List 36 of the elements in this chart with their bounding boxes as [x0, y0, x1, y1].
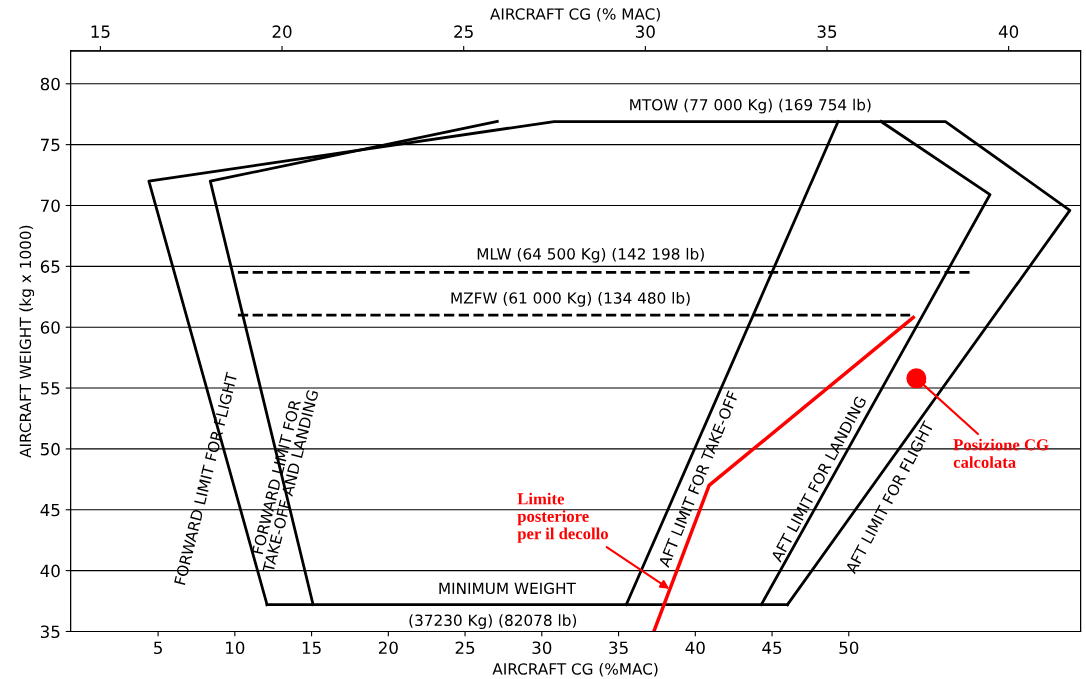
y-tick-label: 35	[40, 625, 60, 639]
x2-axis-title: AIRCRAFT CG (% MAC)	[490, 7, 660, 22]
y-tick-label: 80	[40, 77, 60, 91]
x2-tick-label: 20	[272, 25, 292, 38]
y-axis-title: AIRCRAFT WEIGHT (kg x 1000)	[19, 225, 35, 458]
y-tick-label: 65	[40, 260, 60, 273]
y-tick-label: 50	[40, 442, 60, 456]
x2-tick-label: 25	[454, 25, 473, 38]
annotation: MTOW (77 000 Kg) (169 754 lb)	[630, 98, 871, 114]
x-tick-label: 45	[762, 641, 782, 655]
x-tick-label: 25	[455, 641, 475, 655]
annotation: Posizione CG calcolata	[953, 438, 1049, 468]
annotation: MZFW (61 000 Kg) (134 480 lb)	[451, 292, 690, 307]
y-tick-label: 75	[41, 138, 60, 152]
annotation: (37230 Kg) (82078 lb)	[409, 614, 577, 629]
x2-tick-label: 35	[817, 25, 837, 38]
y-tick-label: 55	[40, 382, 60, 395]
x2-tick-label: 15	[91, 25, 110, 38]
x-tick-label: 40	[685, 641, 705, 655]
x-tick-label: 35	[609, 641, 628, 655]
x-tick-label: 5	[154, 641, 162, 655]
y-tick-label: 45	[40, 503, 60, 517]
y-tick-label: 70	[41, 199, 60, 213]
annotation: Limite posteriore per il decollo	[517, 492, 608, 543]
x2-tick-label: 40	[998, 25, 1019, 38]
y-tick-label: 40	[40, 564, 60, 578]
annotation: MLW (64 500 Kg) (142 198 lb)	[477, 247, 704, 263]
x2-tick-label: 30	[636, 25, 655, 38]
x-tick-label: 10	[226, 641, 245, 655]
annotation: MINIMUM WEIGHT	[439, 582, 576, 595]
x-tick-label: 15	[302, 641, 321, 655]
y-tick-label: 60	[40, 321, 60, 334]
x-tick-label: 50	[839, 641, 859, 655]
x-tick-label: 30	[532, 641, 552, 655]
x-axis-title: AIRCRAFT CG (%MAC)	[492, 662, 658, 677]
x-tick-label: 20	[378, 641, 398, 655]
